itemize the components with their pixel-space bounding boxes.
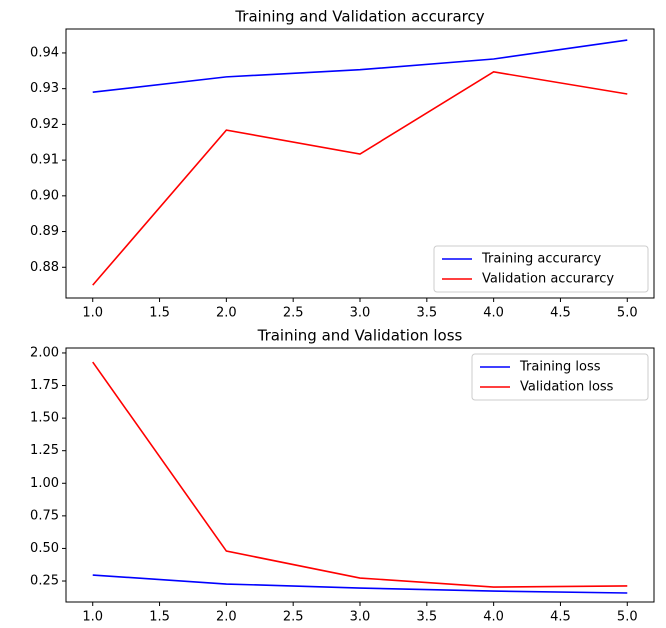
x-tick-label: 5.0: [617, 306, 638, 321]
series-line: [92, 361, 628, 588]
x-tick-label: 2.0: [216, 610, 237, 625]
x-tick-label: 3.5: [416, 610, 437, 625]
legend-label: Validation loss: [520, 380, 614, 395]
legend-box: [433, 245, 649, 293]
y-tick-label: 1.00: [30, 476, 59, 491]
y-tick-label: 0.94: [30, 45, 59, 60]
x-tick-label: 5.0: [617, 610, 638, 625]
y-tick-label: 2.00: [30, 345, 59, 360]
chart-title: Training and Validation loss: [257, 327, 463, 345]
x-tick-label: 3.0: [350, 306, 371, 321]
y-tick-label: 0.75: [30, 508, 59, 523]
x-tick-label: 2.5: [283, 306, 304, 321]
x-tick-label: 3.5: [416, 306, 437, 321]
axes-frame: [65, 28, 655, 299]
y-tick-label: 1.50: [30, 411, 59, 426]
x-tick-label: 4.0: [483, 610, 504, 625]
x-tick-label: 1.0: [82, 306, 103, 321]
y-tick-label: 0.92: [30, 117, 59, 132]
x-tick-label: 1.5: [149, 610, 170, 625]
legend-label: Training loss: [519, 360, 601, 375]
y-tick-label: 0.93: [30, 81, 59, 96]
legend-box: [471, 353, 649, 401]
x-tick-label: 1.0: [82, 610, 103, 625]
y-tick-label: 1.75: [30, 378, 59, 393]
x-tick-label: 2.0: [216, 306, 237, 321]
series-line: [92, 574, 628, 594]
y-tick-label: 0.50: [30, 541, 59, 556]
y-tick-label: 0.90: [30, 188, 59, 203]
y-tick-label: 0.25: [30, 574, 59, 589]
series-line: [92, 39, 628, 94]
y-tick-label: 0.88: [30, 260, 59, 275]
series-line: [92, 71, 628, 286]
x-tick-label: 1.5: [149, 306, 170, 321]
axes-frame: [65, 347, 655, 603]
chart-title: Training and Validation accurarcy: [234, 8, 484, 26]
legend-label: Validation accurarcy: [482, 272, 614, 287]
x-tick-label: 3.0: [350, 610, 371, 625]
y-tick-label: 1.25: [30, 443, 59, 458]
x-tick-label: 2.5: [283, 610, 304, 625]
y-tick-label: 0.89: [30, 224, 59, 239]
x-tick-label: 4.5: [550, 610, 571, 625]
y-tick-label: 0.91: [30, 153, 59, 168]
x-tick-label: 4.5: [550, 306, 571, 321]
legend-label: Training accurarcy: [481, 252, 601, 267]
x-tick-label: 4.0: [483, 306, 504, 321]
